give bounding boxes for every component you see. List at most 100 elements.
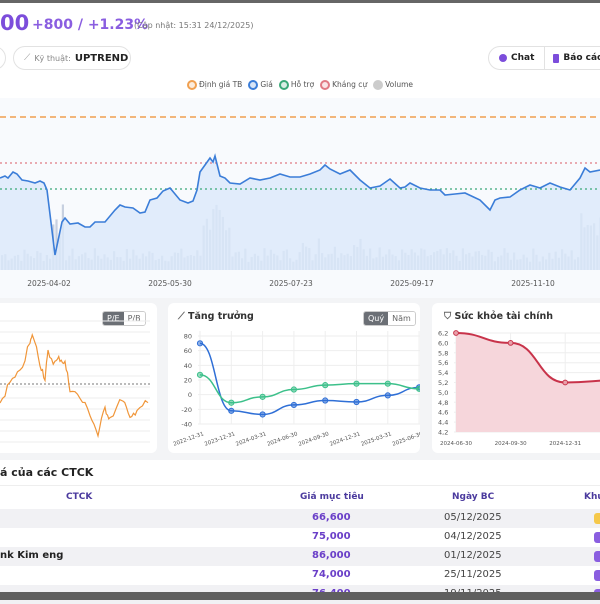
y-tick-label: 4,4 [438,419,448,427]
health-line [455,332,600,384]
x-tick-label: 2022-12-31 [173,431,205,448]
growth-point [384,380,391,387]
shield-icon: ⛉ [444,311,455,322]
y-tick-label: 60 [184,347,192,355]
target-price: 86,000 [312,550,351,561]
action-group: Chat Báo cáo A [488,46,600,70]
legend-label: Định giá TB [198,80,243,89]
legend-item[interactable]: Giá [248,80,273,90]
y-tick-label: 80 [184,333,192,341]
growth-point [228,407,235,414]
report-date: 01/12/2025 [444,550,502,561]
legend-swatch [373,80,384,90]
legend-item[interactable]: Hỗ trợ [278,80,314,90]
current-price: 00 [0,11,30,35]
y-tick-label: 0 [188,391,192,399]
x-tick-label: 2024-12-31 [329,431,361,448]
report-button[interactable]: Báo cáo A [563,53,600,63]
quarter-tab[interactable]: Quý [364,312,389,325]
health-title-text: Sức khỏe tài chính [454,311,554,322]
stock-header: 00 +800 / +1.23% (Cập nhật: 15:31 24/12/… [0,3,600,98]
x-tick-label: 2025-11-10 [511,279,555,288]
legend-label: Giá [260,80,273,89]
x-tick-label: 2025-06-30 [392,431,420,448]
table-row[interactable]: 66,600 05/12/2025 [0,509,600,528]
report-date: 05/12/2025 [444,512,502,523]
table-header: CTCK Giá mục tiêu Ngày BC Khu [0,485,600,509]
price-change: +800 / +1.23% [32,17,149,33]
y-tick-label: -20 [181,406,192,414]
filter-pill[interactable] [0,46,6,70]
table-row[interactable]: 75,000 04/12/2025 [0,528,600,547]
analyst-table: á của các CTCK CTCK Giá mục tiêu Ngày BC… [0,460,600,604]
growth-point [259,411,266,418]
financial-health-card: ⛉ Sức khỏe tài chính 6,2 6,0 5,8 5,6 5,4 5,2 5… [432,303,600,453]
chat-button[interactable]: Chat [511,47,546,69]
window-bottom-edge [0,592,600,600]
ctck-name: nk Kim eng [0,550,64,561]
target-price: 74,000 [312,569,351,580]
y-tick-label: 20 [184,377,192,385]
window-top-edge [0,0,600,3]
pb-tab[interactable]: P/B [123,312,145,325]
growth-title-text: Tăng trưởng [187,311,254,322]
x-tick-label: 2024-03-31 [235,431,267,448]
chat-icon [499,54,507,62]
recommendation-badge [594,532,600,543]
table-row[interactable]: nk Kim eng 86,000 01/12/2025 [0,547,600,566]
price-line [0,153,600,256]
growth-point [416,385,420,392]
pe-pb-toggle: P/E P/B [102,311,146,326]
technical-badge[interactable]: ⟋ Kỹ thuật: UPTREND [13,46,131,70]
pe-tab[interactable]: P/E [103,312,124,325]
legend-item[interactable]: Định giá TB [186,80,243,90]
x-tick-label: 2025-04-02 [27,279,71,288]
growth-point [322,397,329,404]
recommendation-badge [594,570,600,581]
growth-point [322,382,329,389]
growth-point [196,340,204,347]
growth-point [353,380,360,387]
y-tick-label: 4,2 [438,429,448,437]
y-tick-label: 5,2 [438,379,448,387]
chart-legend: Định giá TB Giá Hỗ trợ Kháng cự Volume [0,80,600,90]
x-tick-label: 2025-07-23 [269,279,313,288]
col-date: Ngày BC [452,492,495,502]
recommendation-badge [594,513,600,524]
x-tick-label: 2025-05-30 [148,279,192,288]
x-tick-label: 2023-12-31 [204,431,236,448]
growth-point [196,371,204,378]
growth-point [353,398,360,406]
updated-time: (Cập nhật: 15:31 24/12/2025) [134,21,254,30]
legend-item[interactable]: Kháng cự [320,80,367,90]
target-price: 66,600 [312,512,351,523]
target-price: 75,000 [312,531,351,542]
y-tick-label: 5,8 [438,349,448,357]
legend-label: Volume [385,80,414,89]
year-tab[interactable]: Năm [388,312,415,325]
price-area [0,156,600,270]
growth-series-line [199,374,420,404]
table-row[interactable]: 74,000 25/11/2025 [0,566,600,585]
health-point [507,340,514,346]
growth-icon: ⟋ [178,311,188,322]
y-tick-label: -40 [181,421,192,429]
valuation-card: P/E P/B [0,303,157,453]
tech-label: Kỹ thuật: [34,53,71,63]
x-tick-label: 2025-09-17 [390,279,434,288]
legend-swatch [186,80,197,90]
x-tick-label: 2024-09-30 [298,431,331,448]
growth-point [290,401,298,409]
y-tick-label: 5,6 [438,359,448,367]
y-tick-label: 40 [184,362,192,370]
col-zone: Khu [584,492,600,502]
period-toggle: Quý Năm [363,311,416,326]
y-tick-label: 5,0 [438,389,448,397]
y-tick-label: 6,0 [438,339,448,347]
price-chart: 2025-04-02 2025-05-30 2025-07-23 2025-09-17… [0,98,600,298]
y-tick-label: 4,8 [438,399,448,407]
health-title: ⛉ Sức khỏe tài chính [444,311,553,322]
recommendation-badge [594,551,600,562]
x-tick-label: 2024-06-30 [440,441,472,447]
legend-item[interactable]: Volume [373,80,413,90]
